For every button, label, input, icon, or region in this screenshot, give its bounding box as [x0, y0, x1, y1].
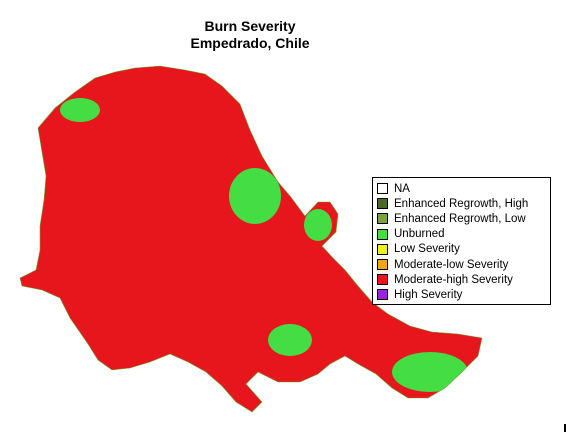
legend-swatch: [377, 274, 388, 286]
legend-swatch: [377, 183, 388, 195]
legend-item-high-severity: High Severity: [377, 287, 550, 302]
legend-item-na: NA: [377, 181, 550, 196]
map-subtitle: Empedrado, Chile: [190, 35, 310, 51]
legend-swatch: [377, 198, 388, 210]
unburned-patch: [60, 98, 100, 122]
legend-label: Moderate-high Severity: [394, 273, 513, 286]
legend-label: Unburned: [394, 228, 445, 241]
legend-item-moderate-high-severity: Moderate-high Severity: [377, 272, 550, 287]
corner-tick-mark: [564, 424, 566, 432]
legend-swatch: [377, 228, 388, 240]
legend-item-low-severity: Low Severity: [377, 242, 550, 257]
unburned-patch: [268, 324, 312, 356]
map-title: Burn Severity: [204, 18, 296, 34]
region-outline: [19, 65, 483, 413]
legend-swatch: [377, 289, 388, 301]
legend-label: Moderate-low Severity: [394, 258, 509, 271]
unburned-patch: [392, 352, 468, 392]
legend-item-moderate-low-severity: Moderate-low Severity: [377, 257, 550, 272]
unburned-patch: [304, 209, 332, 241]
legend-label: Enhanced Regrowth, Low: [394, 212, 526, 225]
legend-swatch: [377, 213, 388, 225]
legend-label: High Severity: [394, 288, 463, 301]
legend-label: NA: [394, 182, 410, 195]
legend: NA Enhanced Regrowth, High Enhanced Regr…: [372, 177, 551, 305]
legend-item-enhanced-regrowth-high: Enhanced Regrowth, High: [377, 196, 550, 211]
legend-label: Enhanced Regrowth, High: [394, 197, 529, 210]
legend-label: Low Severity: [394, 243, 460, 256]
legend-item-enhanced-regrowth-low: Enhanced Regrowth, Low: [377, 211, 550, 226]
unburned-patch: [229, 168, 281, 224]
legend-item-unburned: Unburned: [377, 227, 550, 242]
legend-swatch: [377, 243, 388, 255]
legend-swatch: [377, 259, 388, 271]
